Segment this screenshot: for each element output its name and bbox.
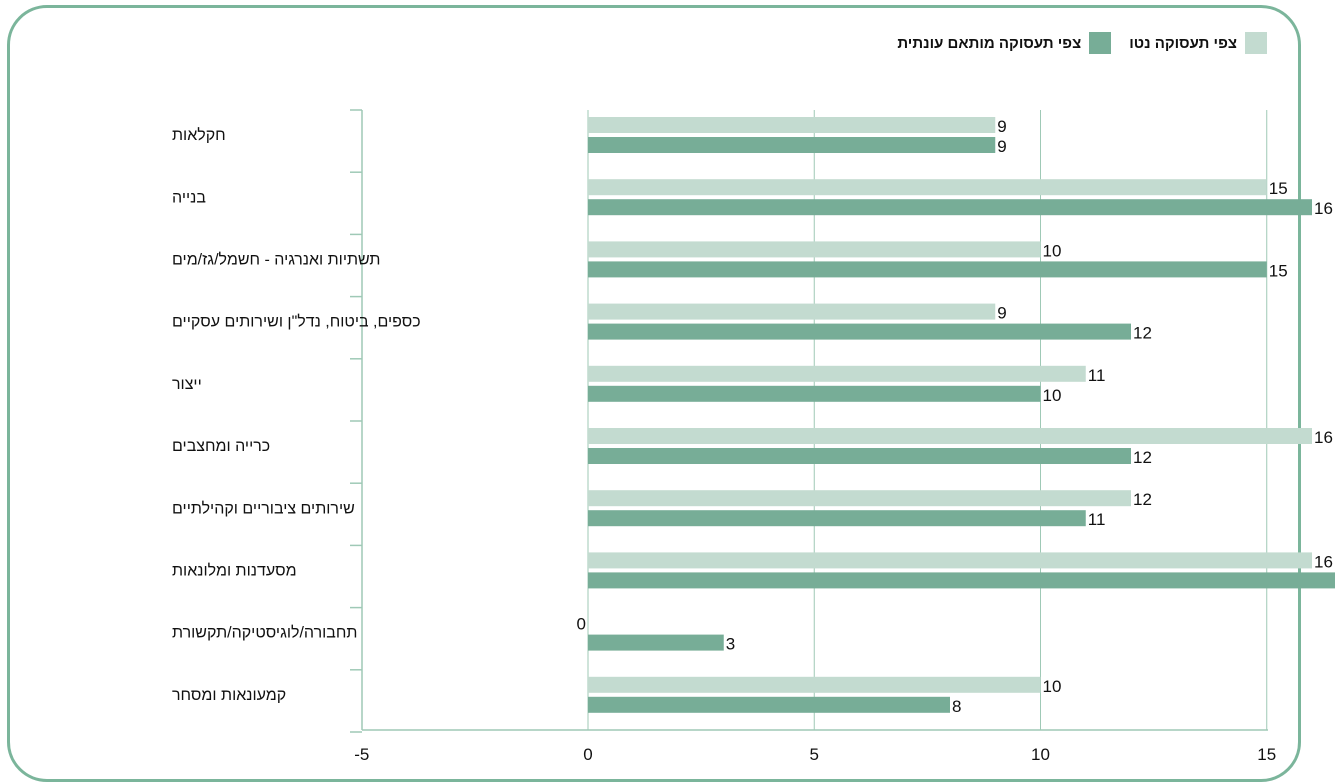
bar-net	[588, 179, 1267, 196]
bar-adjusted	[588, 323, 1131, 340]
x-tick-label: 5	[810, 745, 819, 764]
bar-adjusted	[588, 261, 1267, 278]
legend-label-net: צפי תעסוקה נטו	[1129, 34, 1237, 52]
category-label: שירותים ציבוריים וקהילתיים	[172, 499, 355, 517]
bar-adjusted	[588, 385, 1041, 402]
legend-swatch-adjusted	[1089, 32, 1112, 54]
category-label: בנייה	[172, 189, 206, 206]
category-label: ייצור	[172, 376, 202, 393]
legend-swatch-net	[1245, 32, 1267, 54]
x-tick-label: 15	[1257, 745, 1276, 764]
bar-net	[588, 117, 996, 133]
data-label: 0	[577, 615, 586, 634]
category-label: כרייה ומחצבים	[172, 438, 270, 455]
bar-adjusted	[588, 510, 1086, 527]
data-label: 9	[997, 304, 1006, 323]
category-label: מסעדנות ומלונאות	[172, 562, 297, 580]
data-label: 11	[1088, 366, 1106, 385]
legend-label-adjusted: צפי תעסוקה מותאם עונתית	[897, 34, 1082, 52]
bar-adjusted	[588, 634, 724, 651]
bar-net	[588, 552, 1312, 569]
x-tick-label: 0	[583, 745, 592, 764]
data-label: 8	[952, 697, 961, 716]
data-label: 11	[1088, 510, 1106, 529]
legend: צפי תעסוקה מותאם עונתית צפי תעסוקה נטו	[879, 32, 1267, 54]
data-label: 16	[1314, 428, 1333, 447]
data-label: 15	[1269, 261, 1288, 280]
bar-adjusted	[588, 696, 950, 713]
data-label: 9	[997, 137, 1006, 156]
bar-adjusted	[588, 572, 1335, 589]
data-label: 16	[1314, 552, 1333, 571]
data-label: 10	[1043, 677, 1062, 696]
legend-item-adjusted: צפי תעסוקה מותאם עונתית	[897, 32, 1112, 54]
category-label: כספים, ביטוח, נדל"ן ושירותים עסקיים	[172, 313, 421, 331]
bar-adjusted	[588, 448, 1131, 464]
data-label: 12	[1133, 490, 1152, 509]
bar-net	[588, 676, 1041, 693]
bar-net	[588, 428, 1312, 444]
data-label: 12	[1133, 324, 1152, 343]
category-label: תשתיות ואנרגיה - חשמל/גז/מים	[172, 251, 380, 269]
category-label: קמעונאות ומסחר	[172, 687, 286, 704]
data-label: 12	[1133, 448, 1152, 467]
data-label: 10	[1043, 386, 1062, 405]
data-label: 15	[1269, 179, 1288, 198]
data-label: 3	[726, 635, 735, 654]
bar-net	[588, 365, 1086, 382]
bar-adjusted	[588, 137, 996, 153]
category-label: חקלאות	[172, 126, 226, 144]
category-label: תחבורה/לוגיסטיקה/תקשורת	[172, 624, 357, 642]
bar-adjusted	[588, 199, 1312, 216]
x-tick-label: -5	[354, 745, 369, 764]
bar-net	[588, 303, 996, 320]
data-label: 9	[997, 117, 1006, 136]
bar-net	[588, 490, 1131, 507]
x-tick-label: 10	[1031, 745, 1050, 764]
data-label: 10	[1043, 241, 1062, 260]
legend-item-net: צפי תעסוקה נטו	[1129, 32, 1267, 54]
bar-net	[588, 241, 1041, 258]
data-label: 16	[1314, 199, 1333, 218]
